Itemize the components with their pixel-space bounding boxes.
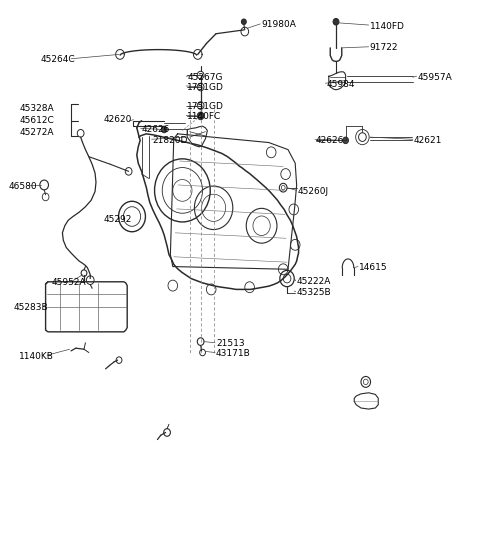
Circle shape <box>241 19 246 24</box>
Text: 1140FC: 1140FC <box>187 112 221 121</box>
Text: 45957A: 45957A <box>418 73 452 82</box>
Text: 21513: 21513 <box>216 339 245 348</box>
Text: 42620: 42620 <box>103 115 132 124</box>
Text: 42621: 42621 <box>414 136 442 145</box>
Circle shape <box>197 112 204 120</box>
Text: 45612C: 45612C <box>19 116 54 125</box>
Text: 45292: 45292 <box>103 215 132 224</box>
Text: 21820D: 21820D <box>153 136 188 145</box>
Text: 45260J: 45260J <box>298 187 329 196</box>
Text: 1751GD: 1751GD <box>187 102 224 111</box>
Text: 42626: 42626 <box>316 136 344 145</box>
Text: 45952A: 45952A <box>52 279 86 287</box>
Text: 1140FD: 1140FD <box>370 22 405 30</box>
Text: 45264C: 45264C <box>41 55 75 64</box>
Text: 1140KB: 1140KB <box>19 352 54 361</box>
Text: 42626: 42626 <box>142 125 170 134</box>
Text: 45984: 45984 <box>326 80 355 89</box>
Text: 91980A: 91980A <box>262 20 297 29</box>
Circle shape <box>333 18 339 25</box>
Text: 91722: 91722 <box>370 44 398 52</box>
Text: 45272A: 45272A <box>19 128 54 137</box>
Text: 43171B: 43171B <box>216 349 251 358</box>
Text: 46580: 46580 <box>9 182 37 190</box>
Circle shape <box>161 126 167 133</box>
Text: 45267G: 45267G <box>187 73 223 82</box>
Text: 45222A: 45222A <box>297 277 331 286</box>
Text: 45325B: 45325B <box>297 288 331 297</box>
Text: 14615: 14615 <box>359 263 388 272</box>
Text: 45328A: 45328A <box>19 104 54 113</box>
Text: 45283B: 45283B <box>13 303 48 312</box>
Circle shape <box>343 137 348 144</box>
Text: 1751GD: 1751GD <box>187 83 224 91</box>
